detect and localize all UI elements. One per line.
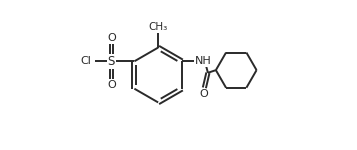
Text: O: O — [107, 33, 116, 43]
Text: NH: NH — [195, 56, 212, 66]
Text: O: O — [107, 80, 116, 90]
Text: S: S — [108, 55, 115, 68]
Text: O: O — [199, 89, 208, 99]
Text: CH₃: CH₃ — [149, 22, 168, 32]
Text: Cl: Cl — [80, 56, 91, 66]
